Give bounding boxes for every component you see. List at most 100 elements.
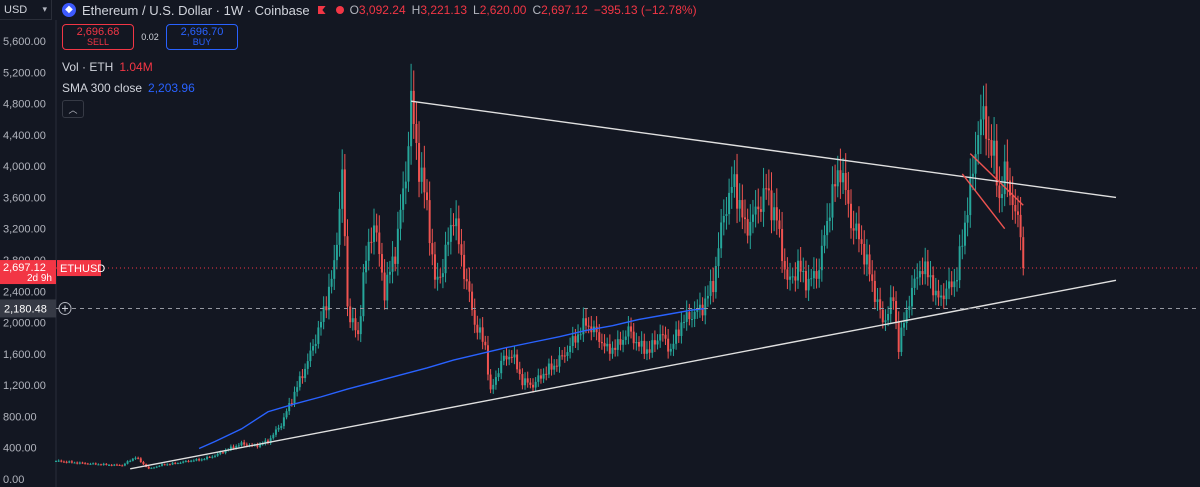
candle-body	[502, 355, 505, 361]
candle-body	[791, 276, 794, 278]
volume-value: 1.04M	[119, 60, 153, 74]
candle-body	[471, 291, 474, 311]
candle-body	[55, 461, 57, 463]
symbol-title[interactable]: Ethereum / U.S. Dollar · 1W · Coinbase	[82, 2, 310, 18]
candle-body	[900, 327, 903, 352]
candle-body	[203, 459, 206, 461]
chevron-down-icon: ▾	[42, 4, 47, 14]
y-tick-label: 4,800.00	[3, 99, 46, 111]
candle-body	[518, 369, 521, 375]
candle-body	[484, 341, 487, 346]
candle-body	[452, 224, 455, 227]
candle-body	[444, 244, 447, 274]
candle-body	[712, 281, 715, 293]
candle-body	[433, 254, 436, 280]
candle-body	[738, 200, 741, 209]
candle-body	[1022, 237, 1025, 269]
candle-body	[603, 343, 606, 347]
candle-body	[179, 462, 182, 464]
candle-body	[873, 280, 876, 302]
price-change: −395.13 (−12.78%)	[593, 3, 697, 17]
buy-button[interactable]: 2,696.70 BUY	[166, 24, 238, 50]
sma-indicator[interactable]: SMA 300 close 2,203.96	[62, 81, 195, 95]
candle-body	[985, 106, 988, 139]
price-marker-value: 2,697.12	[3, 262, 46, 274]
candle-body	[815, 271, 818, 279]
candle-body	[357, 330, 360, 335]
candle-body	[282, 417, 285, 427]
candle-body	[691, 319, 693, 321]
candle-body	[950, 281, 953, 288]
candle-body	[619, 339, 622, 345]
candle-body	[987, 138, 990, 141]
candle-body	[224, 450, 227, 453]
candle-body	[698, 304, 701, 309]
ethereum-logo-icon: ◆	[62, 3, 76, 17]
candle-body	[953, 281, 956, 288]
currency-select[interactable]: USD ▾	[0, 0, 52, 20]
candle-body	[513, 354, 516, 358]
candle-body	[457, 218, 460, 245]
candle-body	[497, 373, 500, 378]
candle-body	[820, 245, 823, 271]
candle-body	[481, 327, 484, 342]
candle-body	[561, 355, 564, 357]
candle-body	[884, 320, 887, 323]
flag-icon[interactable]	[317, 6, 326, 14]
candle-body	[566, 352, 569, 356]
collapse-indicators-button[interactable]: ︿	[62, 100, 84, 118]
candle-body	[831, 184, 834, 218]
candle-body	[508, 356, 511, 360]
trade-panel: 2,696.68 SELL 0.02 2,696.70 BUY	[62, 24, 238, 50]
candle-body	[158, 465, 161, 467]
candle-body	[137, 457, 140, 459]
sell-button[interactable]: 2,696.68 SELL	[62, 24, 134, 50]
candle-body	[402, 188, 405, 210]
candle-body	[937, 290, 940, 298]
candle-body	[926, 261, 929, 278]
candle-body	[585, 318, 587, 326]
candle-body	[563, 355, 566, 357]
candle-body	[746, 219, 749, 236]
candle-body	[924, 261, 927, 275]
candle-body	[108, 464, 110, 466]
candle-body	[897, 322, 900, 352]
y-tick-label: 0.00	[3, 474, 24, 486]
candle-body	[847, 190, 850, 204]
candle-body	[860, 239, 863, 244]
candle-body	[744, 217, 746, 220]
candle-body	[290, 403, 293, 405]
candle-body	[365, 260, 368, 273]
candle-body	[380, 254, 383, 273]
candle-body	[335, 244, 338, 261]
candle-body	[359, 316, 362, 335]
candle-body	[667, 338, 670, 352]
candle-body	[168, 464, 171, 466]
candle-body	[463, 254, 466, 280]
ohlc-low-value: 2,620.00	[479, 3, 527, 17]
volume-indicator[interactable]: Vol · ETH 1.04M	[62, 60, 153, 74]
candle-body	[243, 442, 246, 445]
candle-body	[410, 90, 413, 147]
candle-body	[532, 384, 534, 388]
candle-body	[685, 312, 688, 322]
candle-body	[773, 207, 776, 221]
candle-body	[826, 220, 829, 236]
candle-body	[881, 309, 884, 323]
candle-body	[327, 286, 330, 311]
candle-body	[979, 119, 982, 136]
candle-body	[121, 465, 124, 467]
candle-body	[638, 342, 640, 347]
y-tick-label: 4,400.00	[3, 130, 46, 142]
candle-body	[648, 349, 651, 353]
candle-body	[351, 318, 354, 323]
candle-body	[1006, 161, 1009, 181]
candle-body	[558, 355, 561, 367]
candle-body	[855, 223, 858, 231]
candle-body	[394, 256, 397, 264]
y-tick-label: 2,000.00	[3, 318, 46, 330]
candle-body	[373, 225, 375, 242]
crosshair-label-box	[0, 299, 56, 318]
candle-body	[995, 140, 998, 186]
